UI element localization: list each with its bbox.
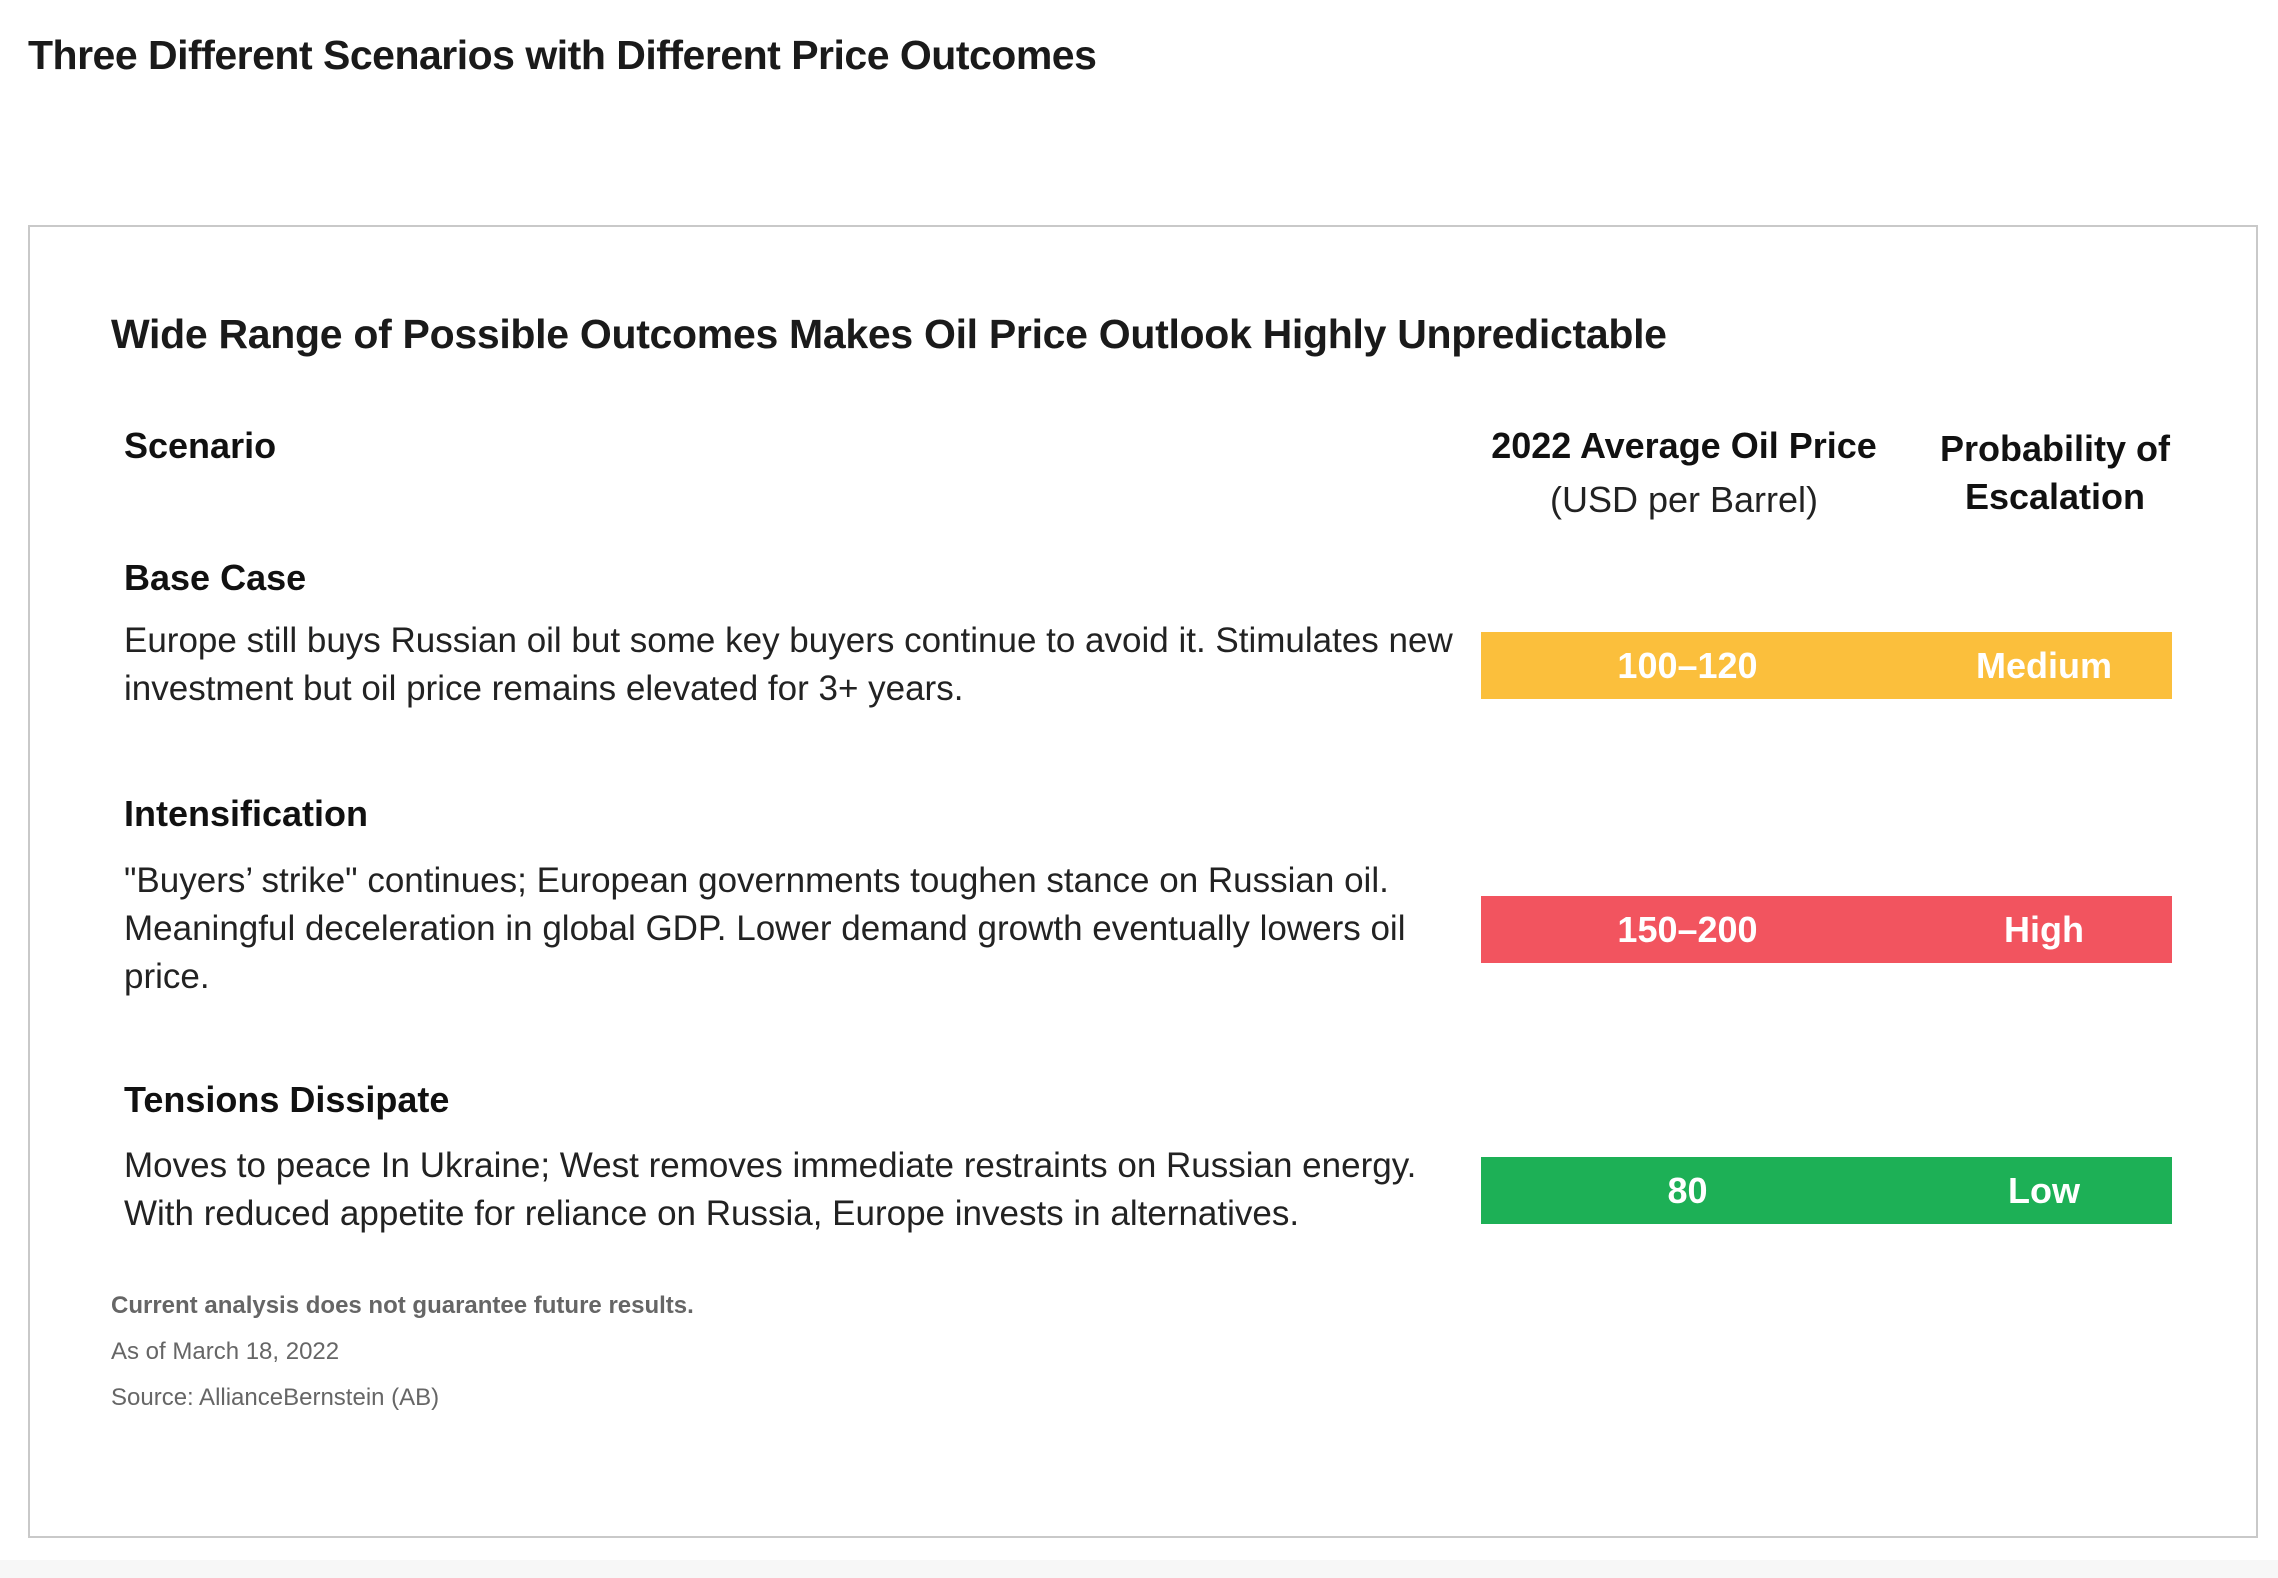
scenario-name-base-case: Base Case <box>124 557 307 598</box>
escalation-probability: High <box>2004 909 2084 950</box>
price-range: 150–200 <box>1617 909 1758 950</box>
scenario-description-intensification: "Buyers’ strike" continues; European gov… <box>124 861 1406 996</box>
scenario-card: Wide Range of Possible Outcomes Makes Oi… <box>28 225 2258 1538</box>
price-range: 100–120 <box>1617 645 1758 686</box>
header-probability: Probability of Escalation <box>1939 428 2170 517</box>
scenario-bar-intensification: 150–200 High <box>1481 896 2172 963</box>
scenario-name-intensification: Intensification <box>124 793 369 834</box>
escalation-probability: Low <box>2008 1170 2080 1211</box>
header-price: 2022 Average Oil Price <box>1491 425 1877 466</box>
scenario-name-tensions-dissipate: Tensions Dissipate <box>124 1079 450 1120</box>
page-title: Three Different Scenarios with Different… <box>28 32 1097 78</box>
scenario-description-base-case: Europe still buys Russian oil but some k… <box>124 621 1453 708</box>
scenario-bar-tensions-dissipate: 80 Low <box>1481 1157 2172 1224</box>
source-note: Source: AllianceBernstein (AB) <box>111 1384 440 1411</box>
scenario-description-tensions-dissipate: Moves to peace In Ukraine; West removes … <box>124 1146 1417 1233</box>
disclaimer-note: Current analysis does not guarantee futu… <box>111 1292 694 1319</box>
header-scenario: Scenario <box>124 425 277 466</box>
escalation-probability: Medium <box>1975 645 2112 686</box>
header-price-unit: (USD per Barrel) <box>1549 479 1819 520</box>
price-range: 80 <box>1667 1170 1708 1211</box>
scenario-bar-base-case: 100–120 Medium <box>1481 632 2172 699</box>
as-of-date: As of March 18, 2022 <box>111 1338 340 1365</box>
card-title: Wide Range of Possible Outcomes Makes Oi… <box>111 311 1667 357</box>
